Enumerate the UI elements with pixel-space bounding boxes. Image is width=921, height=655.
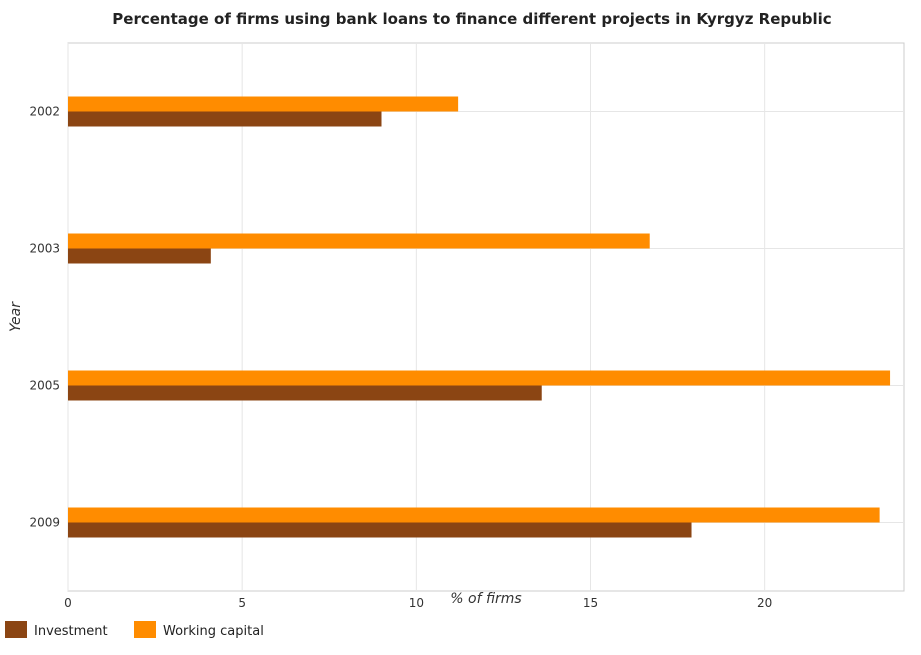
y-axis-label: Year [8, 301, 24, 332]
bar-working-capital-2002 [68, 96, 459, 112]
y-tick-label: 2005 [29, 379, 60, 393]
legend-label-investment: Investment [34, 624, 108, 639]
x-axis-label: % of firms [450, 591, 521, 607]
legend: Investment Working capital [5, 621, 264, 639]
x-tick-label: 20 [757, 596, 772, 610]
x-tick-label: 5 [238, 596, 246, 610]
chart-title: Percentage of firms using bank loans to … [112, 10, 831, 28]
bar-investment-2002 [68, 111, 382, 127]
bar-investment-2009 [68, 522, 692, 538]
bar-working-capital-2009 [68, 507, 880, 523]
x-tick-label: 15 [583, 596, 598, 610]
bar-working-capital-2003 [68, 233, 650, 249]
y-tick-label: 2009 [29, 516, 60, 530]
legend-swatch-investment [5, 621, 27, 638]
y-tick-label: 2002 [29, 105, 60, 119]
bar-investment-2005 [68, 385, 542, 401]
bars [68, 96, 891, 538]
y-tick-label: 2003 [29, 242, 60, 256]
legend-swatch-working-capital [134, 621, 156, 638]
tick-labels: 0 5 10 15 20 2002 2003 2005 2009 [29, 105, 772, 611]
bar-working-capital-2005 [68, 370, 891, 386]
x-tick-label: 10 [409, 596, 424, 610]
legend-label-working-capital: Working capital [163, 624, 264, 639]
x-tick-label: 0 [64, 596, 72, 610]
bar-investment-2003 [68, 248, 211, 264]
